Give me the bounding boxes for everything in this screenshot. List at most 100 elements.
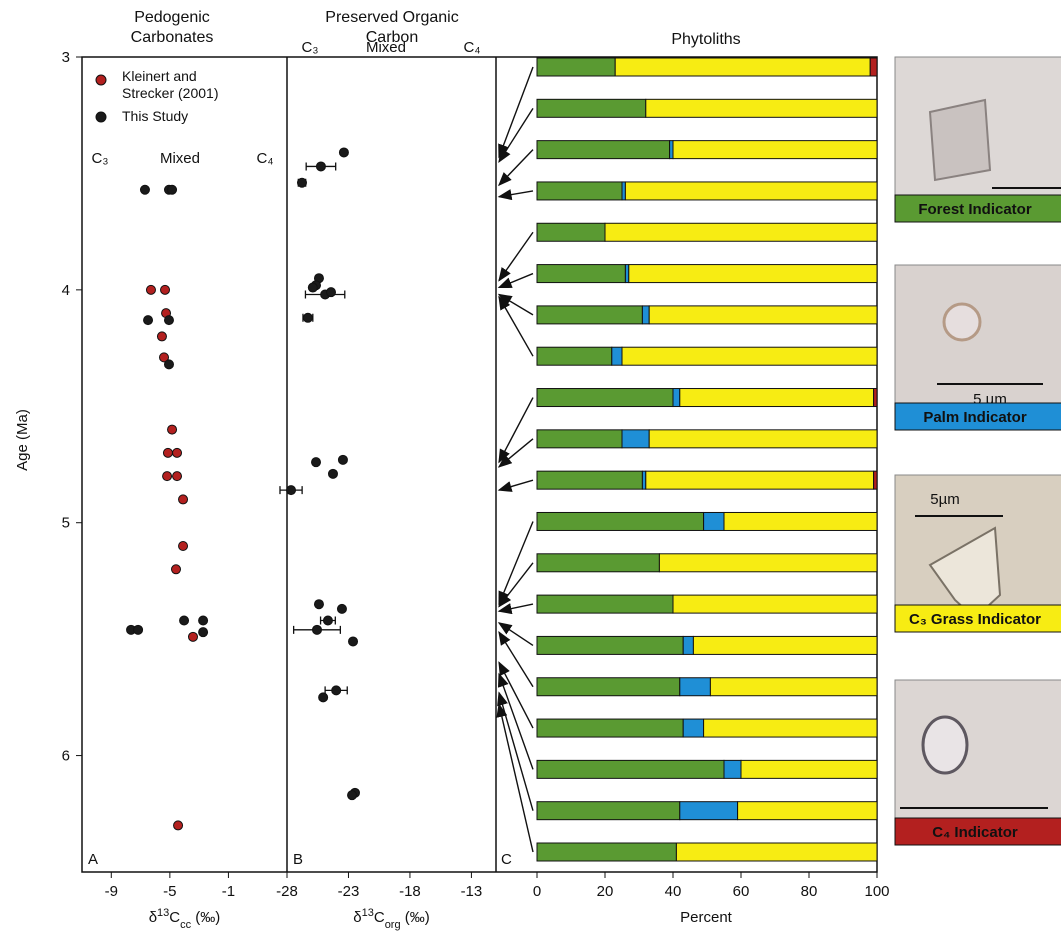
- scale-label: 5µm: [930, 491, 959, 508]
- point: [199, 628, 208, 637]
- bar-segment: [629, 265, 877, 283]
- age-arrow: [499, 693, 533, 811]
- x-axis-label-part: C: [169, 909, 180, 926]
- x-axis-label-part: 13: [362, 907, 374, 919]
- age-arrow: [499, 521, 533, 604]
- legend-label: C₃ Grass Indicator: [909, 611, 1041, 628]
- bar-segment: [537, 265, 625, 283]
- y-tick-label: 5: [62, 515, 70, 532]
- point: [164, 360, 173, 369]
- age-arrow: [499, 67, 533, 157]
- bar-segment: [704, 719, 877, 737]
- bar-segment: [683, 719, 703, 737]
- point: [323, 616, 332, 625]
- age-arrow: [499, 191, 533, 197]
- point: [312, 458, 321, 467]
- point: [179, 542, 188, 551]
- bar-segment: [537, 843, 676, 861]
- legend-label: C₄ Indicator: [932, 824, 1018, 841]
- x-axis-label-part: C: [374, 909, 385, 926]
- bar-segment: [537, 141, 670, 159]
- point: [173, 472, 182, 481]
- x-tick-label: -9: [105, 883, 118, 900]
- bar-segment: [870, 58, 877, 76]
- bar-segment: [649, 306, 877, 324]
- bar-segment: [537, 471, 642, 489]
- bar-segment: [683, 636, 693, 654]
- x-axis-label: δ13Ccc (‰): [149, 907, 221, 931]
- x-tick-label: 40: [665, 883, 682, 900]
- region-label: C₃: [92, 150, 109, 167]
- plot-frame: [82, 57, 877, 872]
- panel-letter: B: [293, 851, 303, 868]
- x-axis-label-part: 13: [157, 907, 169, 919]
- point: [140, 185, 149, 194]
- bar-segment: [622, 430, 649, 448]
- point: [339, 148, 348, 157]
- bar-segment: [537, 636, 683, 654]
- bar-segment: [537, 719, 683, 737]
- bar-segment: [537, 760, 724, 778]
- point: [157, 332, 166, 341]
- region-label: C₃: [302, 39, 319, 56]
- age-arrow: [499, 232, 533, 280]
- age-arrow: [499, 623, 533, 646]
- bar-segment: [615, 58, 870, 76]
- age-arrow: [499, 108, 533, 161]
- point: [312, 625, 321, 634]
- y-axis-label: Age (Ma): [14, 409, 31, 471]
- bar-segment: [612, 347, 622, 365]
- point: [168, 185, 177, 194]
- x-tick-label: 0: [533, 883, 541, 900]
- bar-segment: [537, 430, 622, 448]
- bar-segment: [537, 678, 680, 696]
- bar-segment: [673, 141, 877, 159]
- point: [163, 472, 172, 481]
- y-tick-label: 3: [62, 49, 70, 66]
- x-tick-label: 80: [801, 883, 818, 900]
- bar-segment: [642, 471, 645, 489]
- age-arrow: [499, 274, 533, 288]
- panel-title: Pedogenic Carbonates: [102, 8, 242, 48]
- x-tick-label: -5: [163, 883, 176, 900]
- age-arrow: [499, 480, 533, 490]
- bar-segment: [605, 223, 877, 241]
- bar-segment: [537, 99, 646, 117]
- legend-label: Kleinert and Strecker (2001): [122, 68, 252, 102]
- x-axis-label-part: (‰): [191, 909, 220, 926]
- bar-segment: [646, 471, 874, 489]
- age-arrow: [499, 674, 533, 769]
- bar-segment: [659, 554, 877, 572]
- bar-segment: [625, 265, 628, 283]
- bar-segment: [710, 678, 877, 696]
- point: [316, 162, 325, 171]
- bar-segment: [741, 760, 877, 778]
- point: [174, 821, 183, 830]
- point: [314, 600, 323, 609]
- bar-segment: [724, 512, 877, 530]
- point: [161, 285, 170, 294]
- point: [337, 604, 346, 613]
- y-tick-label: 6: [62, 748, 70, 765]
- bar-segment: [704, 512, 724, 530]
- point: [146, 285, 155, 294]
- bar-segment: [680, 802, 738, 820]
- age-arrow: [499, 632, 533, 687]
- x-axis-label: δ13Corg (‰): [353, 907, 430, 931]
- x-tick-label: -18: [399, 883, 421, 900]
- point: [332, 686, 341, 695]
- region-label: C₄: [257, 150, 274, 167]
- bar-segment: [646, 99, 877, 117]
- phytolith-shape: [923, 717, 967, 773]
- bar-segment: [673, 595, 877, 613]
- bar-segment: [693, 636, 877, 654]
- figure: 3456Age (Ma)-9-5-1δ13Ccc (‰)C₃MixedC₄A-2…: [0, 0, 1061, 932]
- chart: 3456Age (Ma)-9-5-1δ13Ccc (‰)C₃MixedC₄A-2…: [0, 0, 1061, 932]
- phytolith-shape: [944, 304, 980, 340]
- age-arrow: [499, 604, 533, 611]
- x-axis-label: Percent: [680, 909, 733, 926]
- point: [319, 693, 328, 702]
- panel-title: Preserved Organic Carbon: [322, 8, 462, 48]
- age-arrow: [499, 662, 533, 728]
- point: [180, 616, 189, 625]
